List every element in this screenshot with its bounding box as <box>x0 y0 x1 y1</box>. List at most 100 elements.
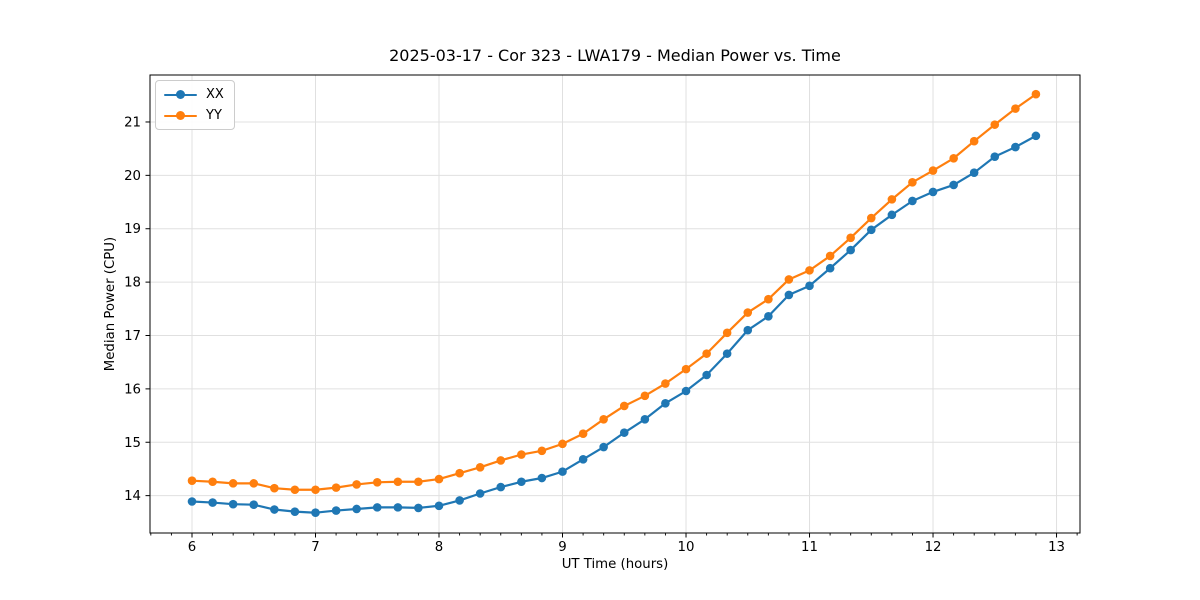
data-point-yy <box>434 474 444 484</box>
data-point-xx <box>393 503 403 512</box>
data-point-yy <box>1011 104 1020 113</box>
data-point-yy <box>475 463 485 472</box>
data-point-xx <box>990 152 1000 161</box>
x-axis-label: UT Time (hours) <box>561 557 669 572</box>
data-point-yy <box>866 213 876 223</box>
legend-item-yy: YY <box>164 107 224 124</box>
data-point-xx <box>743 325 753 335</box>
data-point-xx <box>187 497 197 506</box>
data-point-yy <box>372 477 382 487</box>
data-point-yy <box>393 477 403 487</box>
data-point-yy <box>784 275 794 284</box>
data-point-yy <box>208 477 217 487</box>
data-point-xx <box>681 386 691 396</box>
data-point-xx <box>866 225 876 235</box>
data-point-xx <box>619 428 629 437</box>
data-point-yy <box>887 195 897 204</box>
data-point-yy <box>578 429 588 439</box>
data-point-yy <box>599 415 608 424</box>
data-point-xx <box>928 187 938 197</box>
x-tick-label: 11 <box>801 540 818 555</box>
x-tick-label: 8 <box>435 540 443 555</box>
data-point-yy <box>681 364 691 374</box>
data-point-xx <box>784 290 794 300</box>
data-point-yy <box>455 468 464 478</box>
data-point-yy <box>414 477 423 487</box>
data-point-yy <box>743 308 753 317</box>
data-point-yy <box>722 328 732 338</box>
data-point-yy <box>249 479 259 488</box>
x-tick-label: 12 <box>925 540 942 555</box>
data-point-yy <box>640 391 650 401</box>
data-point-xx <box>722 349 732 358</box>
data-point-yy <box>352 480 361 489</box>
data-point-xx <box>455 496 464 505</box>
data-point-xx <box>887 210 897 220</box>
data-point-xx <box>908 196 917 206</box>
data-point-xx <box>846 245 855 255</box>
data-point-yy <box>928 166 938 175</box>
data-point-yy <box>517 450 526 459</box>
x-tick-label: 13 <box>1048 540 1065 555</box>
y-tick-label: 21 <box>124 115 141 130</box>
plot-border <box>149 74 1081 534</box>
data-point-yy <box>290 485 300 495</box>
data-point-yy <box>825 251 835 261</box>
legend-label-yy: YY <box>206 108 222 123</box>
x-tick-label: 10 <box>678 540 695 555</box>
data-point-xx <box>805 281 814 291</box>
legend-item-xx: XX <box>164 86 224 103</box>
data-point-xx <box>640 415 650 424</box>
data-point-yy <box>908 177 917 187</box>
data-point-xx <box>702 370 711 380</box>
data-point-yy <box>764 294 773 304</box>
data-point-yy <box>969 136 979 146</box>
y-tick-label: 20 <box>124 169 141 184</box>
data-point-xx <box>331 506 341 515</box>
data-point-xx <box>599 442 608 452</box>
legend-line-marker-icon <box>164 86 197 103</box>
x-tick-label: 6 <box>188 540 196 555</box>
data-point-yy <box>228 479 238 488</box>
data-point-xx <box>372 503 382 512</box>
data-point-xx <box>949 180 958 190</box>
data-point-yy <box>619 401 629 411</box>
y-tick-label: 15 <box>124 436 141 451</box>
data-point-yy <box>537 446 547 456</box>
y-tick-label: 19 <box>124 222 141 237</box>
data-point-yy <box>990 120 1000 129</box>
data-point-xx <box>1031 131 1041 141</box>
chart-title: 2025-03-17 - Cor 323 - LWA179 - Median P… <box>389 46 841 65</box>
data-point-xx <box>517 477 526 487</box>
data-point-xx <box>228 499 238 509</box>
data-point-xx <box>764 311 773 321</box>
series-line-yy <box>190 93 1038 491</box>
data-point-yy <box>661 379 670 388</box>
data-point-xx <box>414 503 423 513</box>
data-point-yy <box>558 439 567 449</box>
data-point-yy <box>311 485 320 495</box>
data-point-yy <box>1031 89 1041 99</box>
y-tick-label: 17 <box>124 329 141 344</box>
x-tick-label: 9 <box>558 540 566 555</box>
legend: XX YY <box>155 80 235 130</box>
x-tick-label: 7 <box>311 540 319 555</box>
data-point-yy <box>187 476 197 485</box>
data-point-xx <box>558 467 567 476</box>
data-point-yy <box>702 349 711 358</box>
data-point-xx <box>249 500 259 510</box>
y-tick-label: 16 <box>124 382 141 397</box>
data-point-xx <box>475 489 485 498</box>
y-tick-label: 18 <box>124 276 141 291</box>
data-point-yy <box>270 483 279 493</box>
data-point-xx <box>434 501 444 511</box>
data-point-yy <box>949 153 958 163</box>
legend-label-xx: XX <box>206 87 224 102</box>
data-point-yy <box>331 483 341 492</box>
data-point-xx <box>1011 142 1020 152</box>
data-point-xx <box>208 498 217 507</box>
data-point-xx <box>537 473 547 483</box>
y-tick-label: 14 <box>124 489 141 504</box>
